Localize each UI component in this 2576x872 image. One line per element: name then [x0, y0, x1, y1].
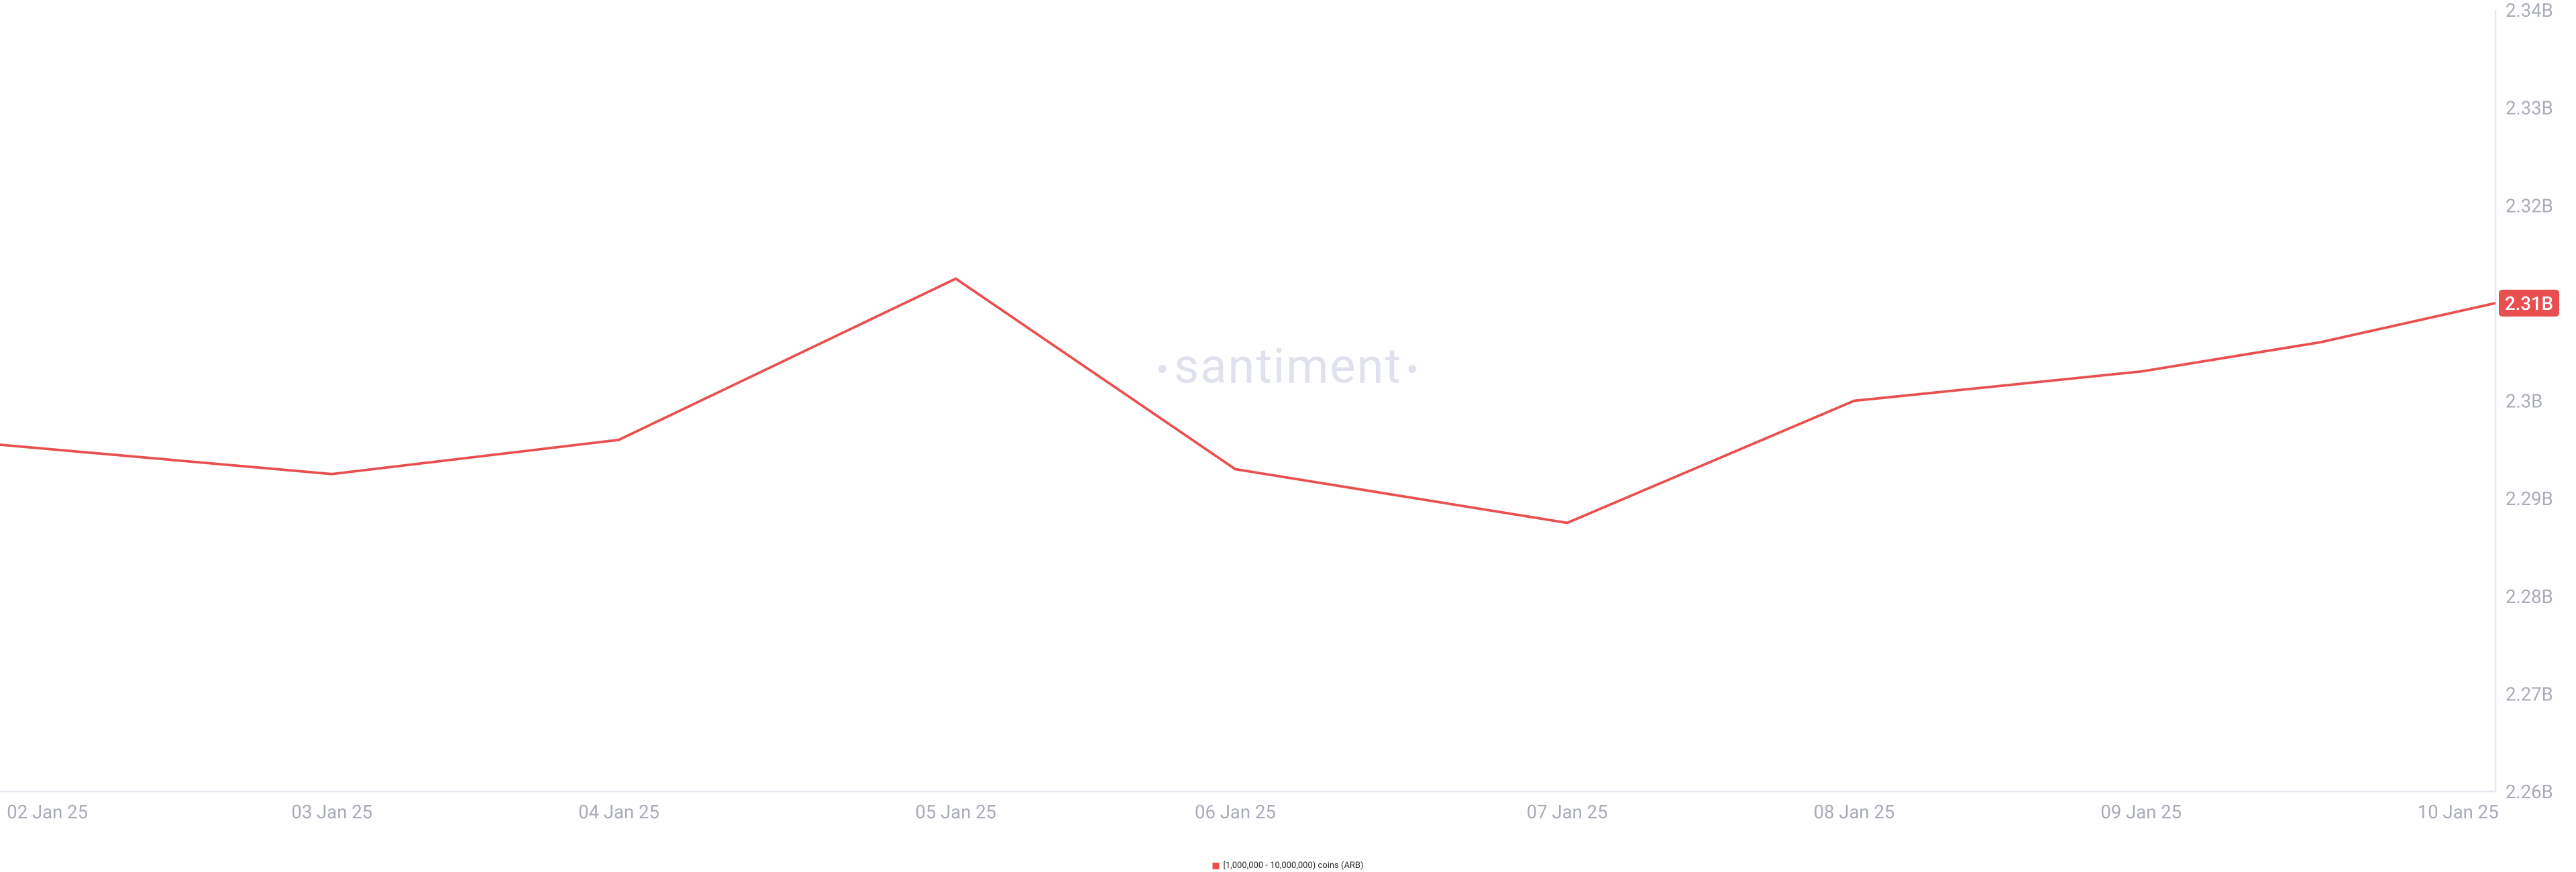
x-tick-label: 09 Jan 25: [2100, 801, 2182, 823]
x-tick-label: 06 Jan 25: [1195, 801, 1276, 823]
y-tick-label: 2.26B: [2506, 781, 2553, 803]
y-tick-label: 2.27B: [2506, 683, 2553, 705]
y-tick-label: 2.29B: [2506, 488, 2553, 510]
legend: [1,000,000 - 10,000,000) coins (ARB): [1212, 861, 1363, 871]
x-tick-label: 10 Jan 25: [2418, 801, 2499, 823]
x-tick-label: 02 Jan 25: [7, 801, 88, 823]
legend-swatch: [1212, 863, 1219, 869]
x-tick-label: 07 Jan 25: [1527, 801, 1608, 823]
line-chart: 2.26B 2.27B 2.28B 2.29B 2.3B 2.31B 2.32B 2.33B 2…: [0, 0, 2576, 872]
y-tick-label: 2.28B: [2506, 586, 2553, 608]
chart-container: •santiment• 2.26B2.27B2.28B2.29B2.3B2.31…: [0, 0, 2576, 872]
x-tick-label: 04 Jan 25: [578, 801, 659, 823]
legend-label: [1,000,000 - 10,000,000) coins (ARB): [1223, 861, 1363, 871]
x-tick-label: 03 Jan 25: [291, 801, 372, 823]
y-tick-label: 2.34B: [2506, 0, 2553, 21]
x-tick-label: 08 Jan 25: [1814, 801, 1895, 823]
y-tick-label: 2.32B: [2506, 195, 2553, 217]
last-value-label: 2.31B: [2505, 292, 2553, 315]
y-tick-label: 2.33B: [2506, 97, 2553, 119]
y-tick-label: 2.3B: [2506, 390, 2542, 413]
x-tick-label: 05 Jan 25: [915, 801, 996, 823]
series-line: [0, 278, 2496, 523]
